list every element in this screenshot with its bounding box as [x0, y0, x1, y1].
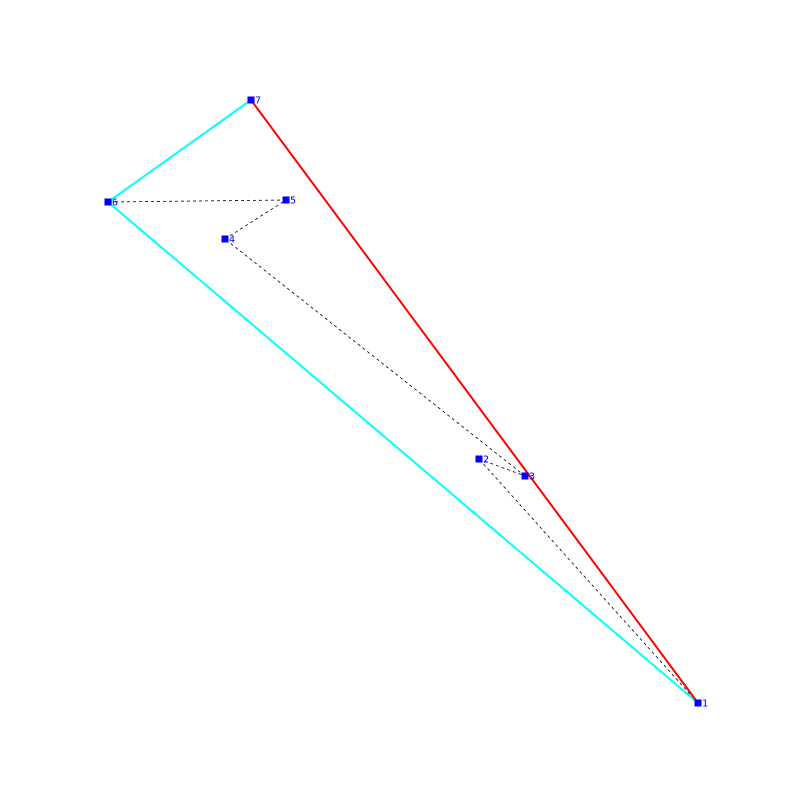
point-5: 5	[282, 196, 296, 207]
point-marker	[104, 198, 112, 206]
dashed-edge-4-5	[224, 199, 287, 240]
point-7: 7	[247, 96, 261, 107]
point-2: 2	[475, 455, 489, 466]
point-label: 4	[229, 235, 235, 246]
point-4: 4	[221, 235, 235, 246]
point-marker	[247, 96, 255, 104]
point-label: 1	[702, 699, 708, 710]
points-layer: 1 2 3 4 5 6 7	[104, 96, 708, 710]
hull-edges-layer	[107, 99, 699, 704]
point-6: 6	[104, 198, 118, 209]
dashed-edge-5-6	[107, 199, 287, 203]
dashed-edge-3-4	[224, 238, 526, 477]
point-marker	[694, 699, 702, 707]
point-label: 3	[529, 472, 535, 483]
highlight-edge-layer	[250, 99, 699, 704]
point-label: 7	[255, 96, 261, 107]
point-label: 6	[112, 198, 118, 209]
point-1: 1	[694, 699, 708, 710]
point-marker	[221, 235, 229, 243]
point-label: 5	[290, 196, 296, 207]
point-marker	[521, 472, 529, 480]
point-label: 2	[483, 455, 489, 466]
point-marker	[475, 455, 483, 463]
dashed-edge-1-2	[478, 458, 699, 704]
highlight-edge-7-1	[250, 99, 699, 704]
hull-edge-1-6	[107, 201, 699, 704]
dashed-edge-2-3	[478, 458, 526, 477]
hull-edge-6-7	[107, 99, 252, 203]
point-3: 3	[521, 472, 535, 483]
dashed-path-layer	[107, 99, 699, 704]
point-marker	[282, 196, 290, 204]
